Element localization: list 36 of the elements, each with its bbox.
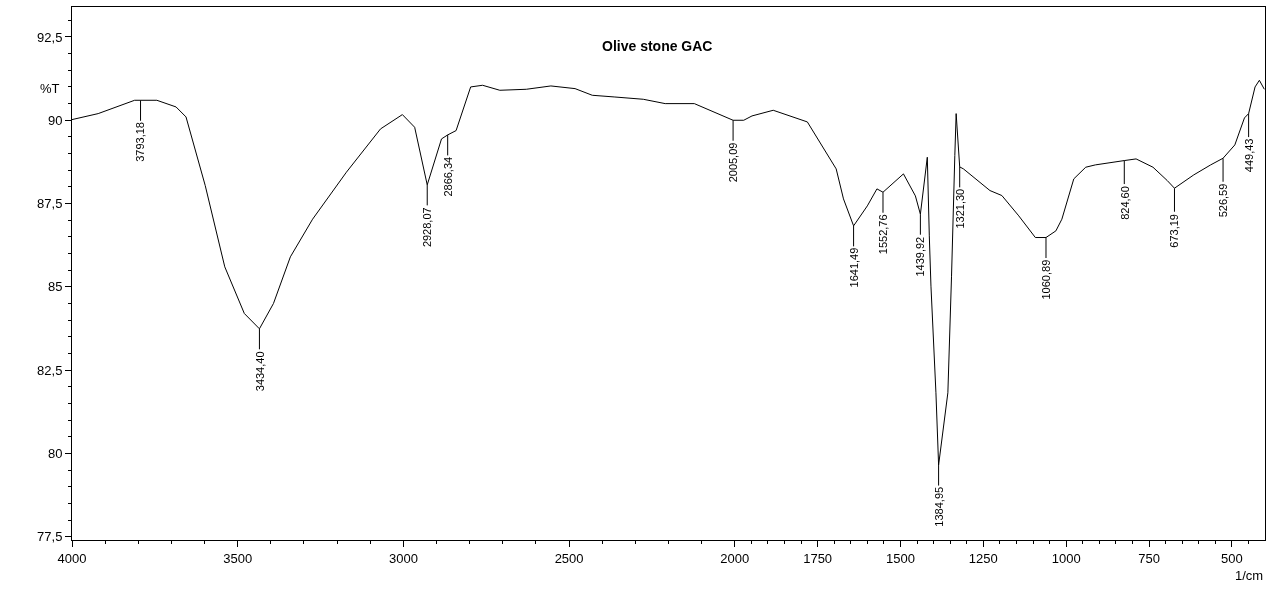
y-axis-title: %T xyxy=(40,81,60,96)
y-tick-label: 77,5 xyxy=(37,529,63,545)
annotation: 2005,09 xyxy=(726,142,739,183)
annotation: 449,43 xyxy=(1243,138,1256,173)
y-tick-label: 85 xyxy=(47,279,63,295)
annotation: 1439,92 xyxy=(914,236,927,277)
text: Olive stone GAC xyxy=(602,38,713,54)
x-tick-label: 3000 xyxy=(388,550,418,566)
x-tick-label: 2000 xyxy=(720,550,750,566)
x-axis-title: 1/cm xyxy=(1235,568,1264,583)
annotation: 1321,30 xyxy=(953,188,966,229)
x-tick-label: 2500 xyxy=(554,550,584,566)
annotation: 2866,34 xyxy=(441,156,454,197)
annotation: 3793,18 xyxy=(134,122,147,162)
annotation: 1060,89 xyxy=(1040,259,1053,300)
annotation: 1552,76 xyxy=(876,214,889,255)
x-tick-label: 1250 xyxy=(968,550,998,566)
y-tick-label: 87,5 xyxy=(37,196,63,212)
y-tick-label: 82,5 xyxy=(37,362,63,378)
y-tick-label: 80 xyxy=(47,445,63,461)
x-tick-label: 4000 xyxy=(57,550,87,566)
annotation: 526,59 xyxy=(1216,183,1229,218)
annotation: 1384,95 xyxy=(932,486,945,527)
annotation: 1641,49 xyxy=(847,247,860,288)
x-tick-label: 1750 xyxy=(803,550,833,566)
x-tick-label: 1500 xyxy=(886,550,915,566)
x-tick-label: 500 xyxy=(1221,550,1243,566)
annotation: 673,19 xyxy=(1168,214,1181,248)
annotation: 824,60 xyxy=(1118,186,1131,220)
x-tick-label: 750 xyxy=(1138,550,1160,566)
x-tick-label: 1000 xyxy=(1051,550,1081,566)
y-tick-label: 92,5 xyxy=(37,29,63,45)
annotation: 3434,40 xyxy=(253,351,266,392)
x-tick-label: 3500 xyxy=(223,550,253,566)
y-tick-label: 90 xyxy=(47,112,63,128)
annotation: 2928,07 xyxy=(421,207,434,248)
